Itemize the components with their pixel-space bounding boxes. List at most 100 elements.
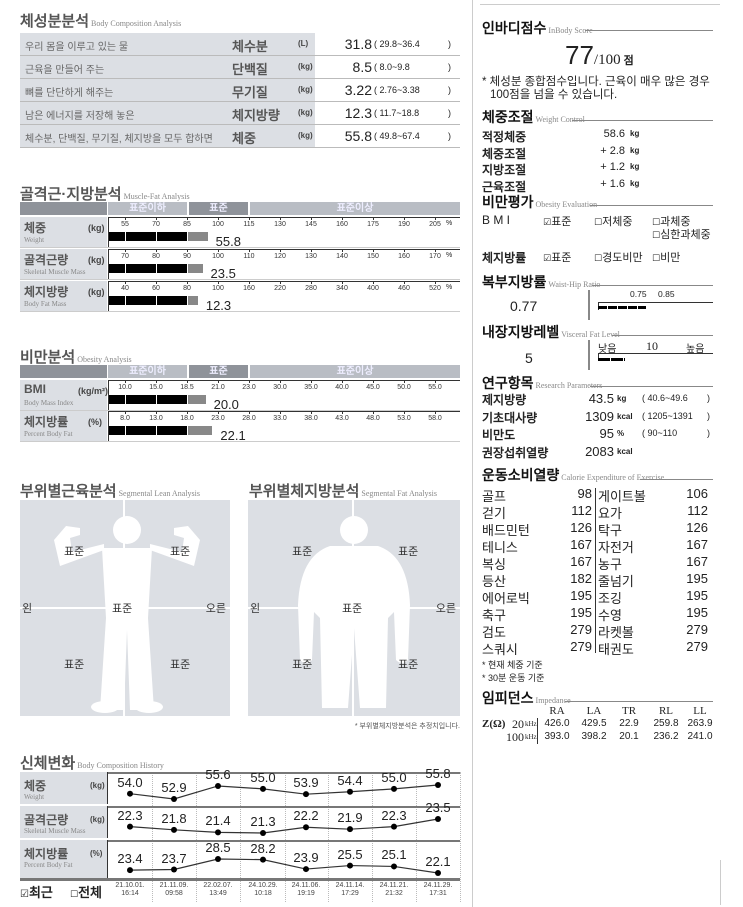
exercise-note: * 현재 체중 기준 <box>482 660 543 670</box>
column-gridline <box>416 772 417 902</box>
history-point <box>303 824 309 831</box>
history-time: 10:18 <box>254 890 272 897</box>
tick-label: 30.0 <box>273 384 287 391</box>
option-label: 표준 <box>551 216 572 228</box>
exercise-label: 요가 <box>598 506 622 521</box>
row-label-bg <box>20 102 315 124</box>
impedance-freq: 100 <box>506 730 524 744</box>
history-time: 09:58 <box>165 890 183 897</box>
visceral-bar <box>598 358 625 361</box>
row-description: 뼈를 단단하게 해주는 <box>25 88 114 99</box>
bar-gray <box>188 264 203 273</box>
obesity-evaluation-title: 비만평가 Obesity Evaluation <box>482 194 598 210</box>
tick-label: 8.0 <box>120 415 130 422</box>
tick-mark <box>373 217 374 220</box>
tick-label: 120 <box>274 253 286 260</box>
impedance-value: 393.0 <box>544 731 570 742</box>
axis-line <box>108 249 460 250</box>
tick-label: 50.0 <box>397 384 411 391</box>
research-range-close: ) <box>707 410 710 421</box>
history-time: 17:29 <box>341 890 359 897</box>
exercise-value: 195 <box>686 571 708 586</box>
axis-left <box>107 840 108 878</box>
row-top-line <box>108 772 460 774</box>
band-above: 표준이상 <box>250 365 460 378</box>
option-label: 심한과체중 <box>660 229 711 241</box>
impedance-value: 398.2 <box>581 731 607 742</box>
bar-gray <box>188 426 213 435</box>
tick-label: 160 <box>336 221 348 228</box>
axis-left <box>108 217 109 247</box>
exercise-value: 167 <box>686 554 708 569</box>
tick-label: 150 <box>367 253 379 260</box>
exercise-value: 279 <box>570 639 592 654</box>
history-value: 21.3 <box>250 814 276 829</box>
column-gridline <box>152 772 153 902</box>
tick-mark <box>156 411 157 414</box>
exercise-value: 195 <box>686 588 708 603</box>
history-date: 21.11.09. <box>159 882 189 889</box>
history-value: 22.2 <box>293 808 319 824</box>
column-gridline <box>460 772 461 902</box>
impedance-title: 임피던스 Impedance <box>482 690 571 706</box>
history-value: 22.1 <box>425 854 451 869</box>
option-checked[interactable]: ☑표준 <box>543 249 571 265</box>
exercise-label: 에어로빅 <box>482 591 530 606</box>
history-time: 19:19 <box>297 890 315 897</box>
option-unchecked[interactable]: ☐저체중 <box>594 213 632 229</box>
tick-mark <box>125 380 126 383</box>
history-point <box>260 830 266 836</box>
row-divider <box>20 124 460 125</box>
segmental-fat-title: 부위별체지방분석 Segmental Fat Analysis <box>249 483 437 500</box>
exercise-label: 자전거 <box>598 540 634 555</box>
impedance-value: 263.9 <box>687 718 713 729</box>
tick-label: 35.0 <box>304 384 318 391</box>
row-range-close: ) <box>448 131 451 141</box>
bar-value: 23.5 <box>210 266 236 281</box>
row-name-en: Body Fat Mass <box>24 300 67 308</box>
weight-control-value: 58.6 <box>603 128 625 140</box>
option-unchecked[interactable]: ☐과체중 <box>652 213 690 229</box>
tick-mark <box>187 281 188 284</box>
tick-label: 38.0 <box>304 415 318 422</box>
option-unchecked[interactable]: ☐비만 <box>652 249 680 265</box>
option-checked[interactable]: ☑표준 <box>543 213 571 229</box>
filter-all-checkbox[interactable]: ☐전체 <box>70 885 102 900</box>
exercise-label: 스쿼시 <box>482 642 518 657</box>
tick-label: 18.0 <box>180 415 194 422</box>
row-value: 12.3 <box>344 105 372 121</box>
filter-recent-checkbox[interactable]: ☑최근 <box>20 885 53 900</box>
history-value: 55.8 <box>425 766 451 781</box>
tick-label: 43.0 <box>335 415 349 422</box>
tick-mark <box>280 249 281 252</box>
exercise-title: 운동소비열량 Calorie Expenditure of Exercise <box>482 467 665 483</box>
left-side-label: 왼 <box>250 603 261 615</box>
segmental-fat-note: * 부위별체지방분석은 추정치입니다. <box>354 723 460 730</box>
exercise-value: 126 <box>686 520 708 535</box>
exercise-label: 탁구 <box>598 523 622 538</box>
tick-mark <box>249 411 250 414</box>
left-side-label: 왼 <box>22 603 33 615</box>
tick-mark <box>187 249 188 252</box>
option-unchecked[interactable]: ☐경도비만 <box>594 249 643 265</box>
exercise-label: 줄넘기 <box>598 574 634 589</box>
weight-control-label: 적정체중 <box>482 130 527 144</box>
tick-label: 170 <box>429 253 441 260</box>
row-unit: (kg) <box>298 62 313 71</box>
muscular-body-icon <box>54 516 200 713</box>
row-name-en: Body Mass Index <box>24 399 74 407</box>
band-above: 표준이상 <box>250 202 460 215</box>
bar-black <box>109 296 187 305</box>
tick-label: 21.0 <box>211 384 225 391</box>
column-gridline <box>240 772 241 902</box>
tick-mark <box>342 281 343 284</box>
impedance-value: 259.8 <box>653 718 679 729</box>
visceral-low-label: 낮음 <box>598 344 617 355</box>
tick-mark <box>280 217 281 220</box>
tick-mark <box>218 411 219 414</box>
row-label-bg <box>20 217 107 247</box>
row-value: 8.5 <box>352 59 372 75</box>
option-unchecked[interactable]: ☐심한과체중 <box>652 226 711 242</box>
history-value: 25.5 <box>337 846 363 862</box>
